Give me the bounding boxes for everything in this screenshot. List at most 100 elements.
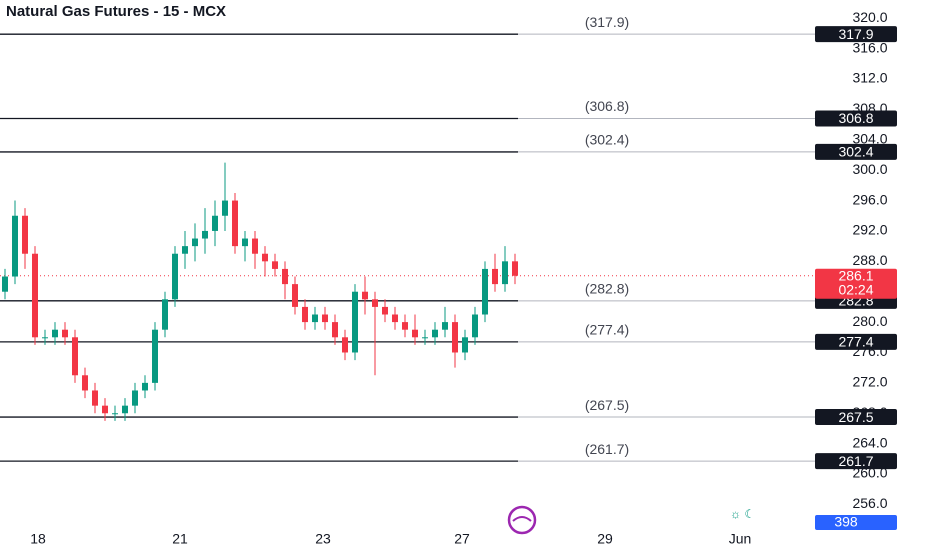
x-tick-label: Jun [729,531,752,547]
y-tick-label: 292.0 [852,222,887,238]
level-label: (317.9) [585,14,629,30]
level-tag-label: 306.8 [838,110,873,126]
candle-body [352,291,358,353]
level-tag [815,110,897,127]
candle-body [372,299,378,307]
candle-body [212,215,218,231]
volume-label: 398 [834,514,858,530]
level-label: (261.7) [585,441,629,457]
countdown-label: 02:24 [838,281,873,297]
logo-ring[interactable] [507,505,537,535]
candle-body [52,329,58,338]
candle-body [262,253,268,262]
candle-body [132,390,138,406]
candle-body [122,405,128,414]
candle-body [242,238,248,247]
level-label: (267.5) [585,397,629,413]
candle-body [272,261,278,269]
level-tag-label: 317.9 [838,26,873,42]
y-tick-label: 312.0 [852,70,887,86]
y-tick-label: 304.0 [852,130,887,146]
candle-body [62,329,68,338]
candle-body [252,238,258,254]
level-tag [815,26,897,43]
y-tick-label: 280.0 [852,313,887,329]
volume-tag [815,515,897,530]
logo-mark[interactable] [512,516,532,522]
candle-body [162,299,168,330]
candle-body [362,291,368,300]
candle-body [222,200,228,216]
candle-body [292,284,298,307]
candle-body [402,322,408,330]
candle-body [442,322,448,330]
candle-body [422,337,428,339]
candle-body [152,329,158,383]
level-tag [815,409,897,426]
y-tick-label: 320.0 [852,9,887,25]
candle-body [72,337,78,376]
x-tick-label: 27 [454,531,470,547]
candle-body [42,337,48,339]
session-icon[interactable]: ☼ ☾ [730,507,755,521]
candle-body [312,314,318,323]
candle-body [202,230,208,239]
level-tag-label: 261.7 [838,453,873,469]
logo[interactable] [507,505,537,535]
y-tick-label: 296.0 [852,191,887,207]
level-tag-label: 277.4 [838,334,873,350]
candle-body [172,253,178,300]
candle-body [302,306,308,323]
level-label: (282.8) [585,281,629,297]
level-label: (277.4) [585,322,629,338]
candle-body [382,306,388,315]
candle-body [452,322,458,353]
level-tag-label: 302.4 [838,144,873,160]
candle-body [322,314,328,323]
chart-title: Natural Gas Futures - 15 - MCX [6,3,226,20]
candle-body [112,413,118,415]
candle-body [182,246,188,254]
y-tick-label: 300.0 [852,161,887,177]
y-tick-label: 288.0 [852,252,887,268]
level-label: (306.8) [585,98,629,114]
x-tick-label: 21 [172,531,188,547]
y-tick-label: 316.0 [852,39,887,55]
candle-body [2,276,8,292]
candle-body [332,322,338,338]
level-tag [815,143,897,160]
candle-body [502,261,508,285]
candle-body [192,238,198,247]
candle-body [22,215,28,254]
candle-body [82,375,88,391]
candle-body [12,215,18,277]
level-tag-label: 267.5 [838,409,873,425]
candle-body [102,405,108,414]
candle-body [492,268,498,285]
candle-body [472,314,478,338]
candle-body [142,382,148,391]
candle-body [482,268,488,315]
candle-body [462,337,468,353]
last-price-label: 286.1 [838,267,873,283]
y-tick-label: 264.0 [852,434,887,450]
candle-body [342,337,348,353]
level-tag [815,333,897,350]
y-tick-label: 256.0 [852,495,887,511]
candle-body [232,200,238,247]
level-label: (302.4) [585,132,629,148]
y-tick-label: 272.0 [852,374,887,390]
candle-body [92,390,98,406]
candle-body [392,314,398,323]
candle-body [32,253,38,338]
x-tick-label: 18 [30,531,46,547]
candle-body [432,329,438,338]
candle-body [282,268,288,285]
last-price-tag [815,268,897,299]
x-tick-label: 29 [597,531,613,547]
candle-body [412,329,418,338]
x-tick-label: 23 [315,531,331,547]
level-tag [815,453,897,470]
